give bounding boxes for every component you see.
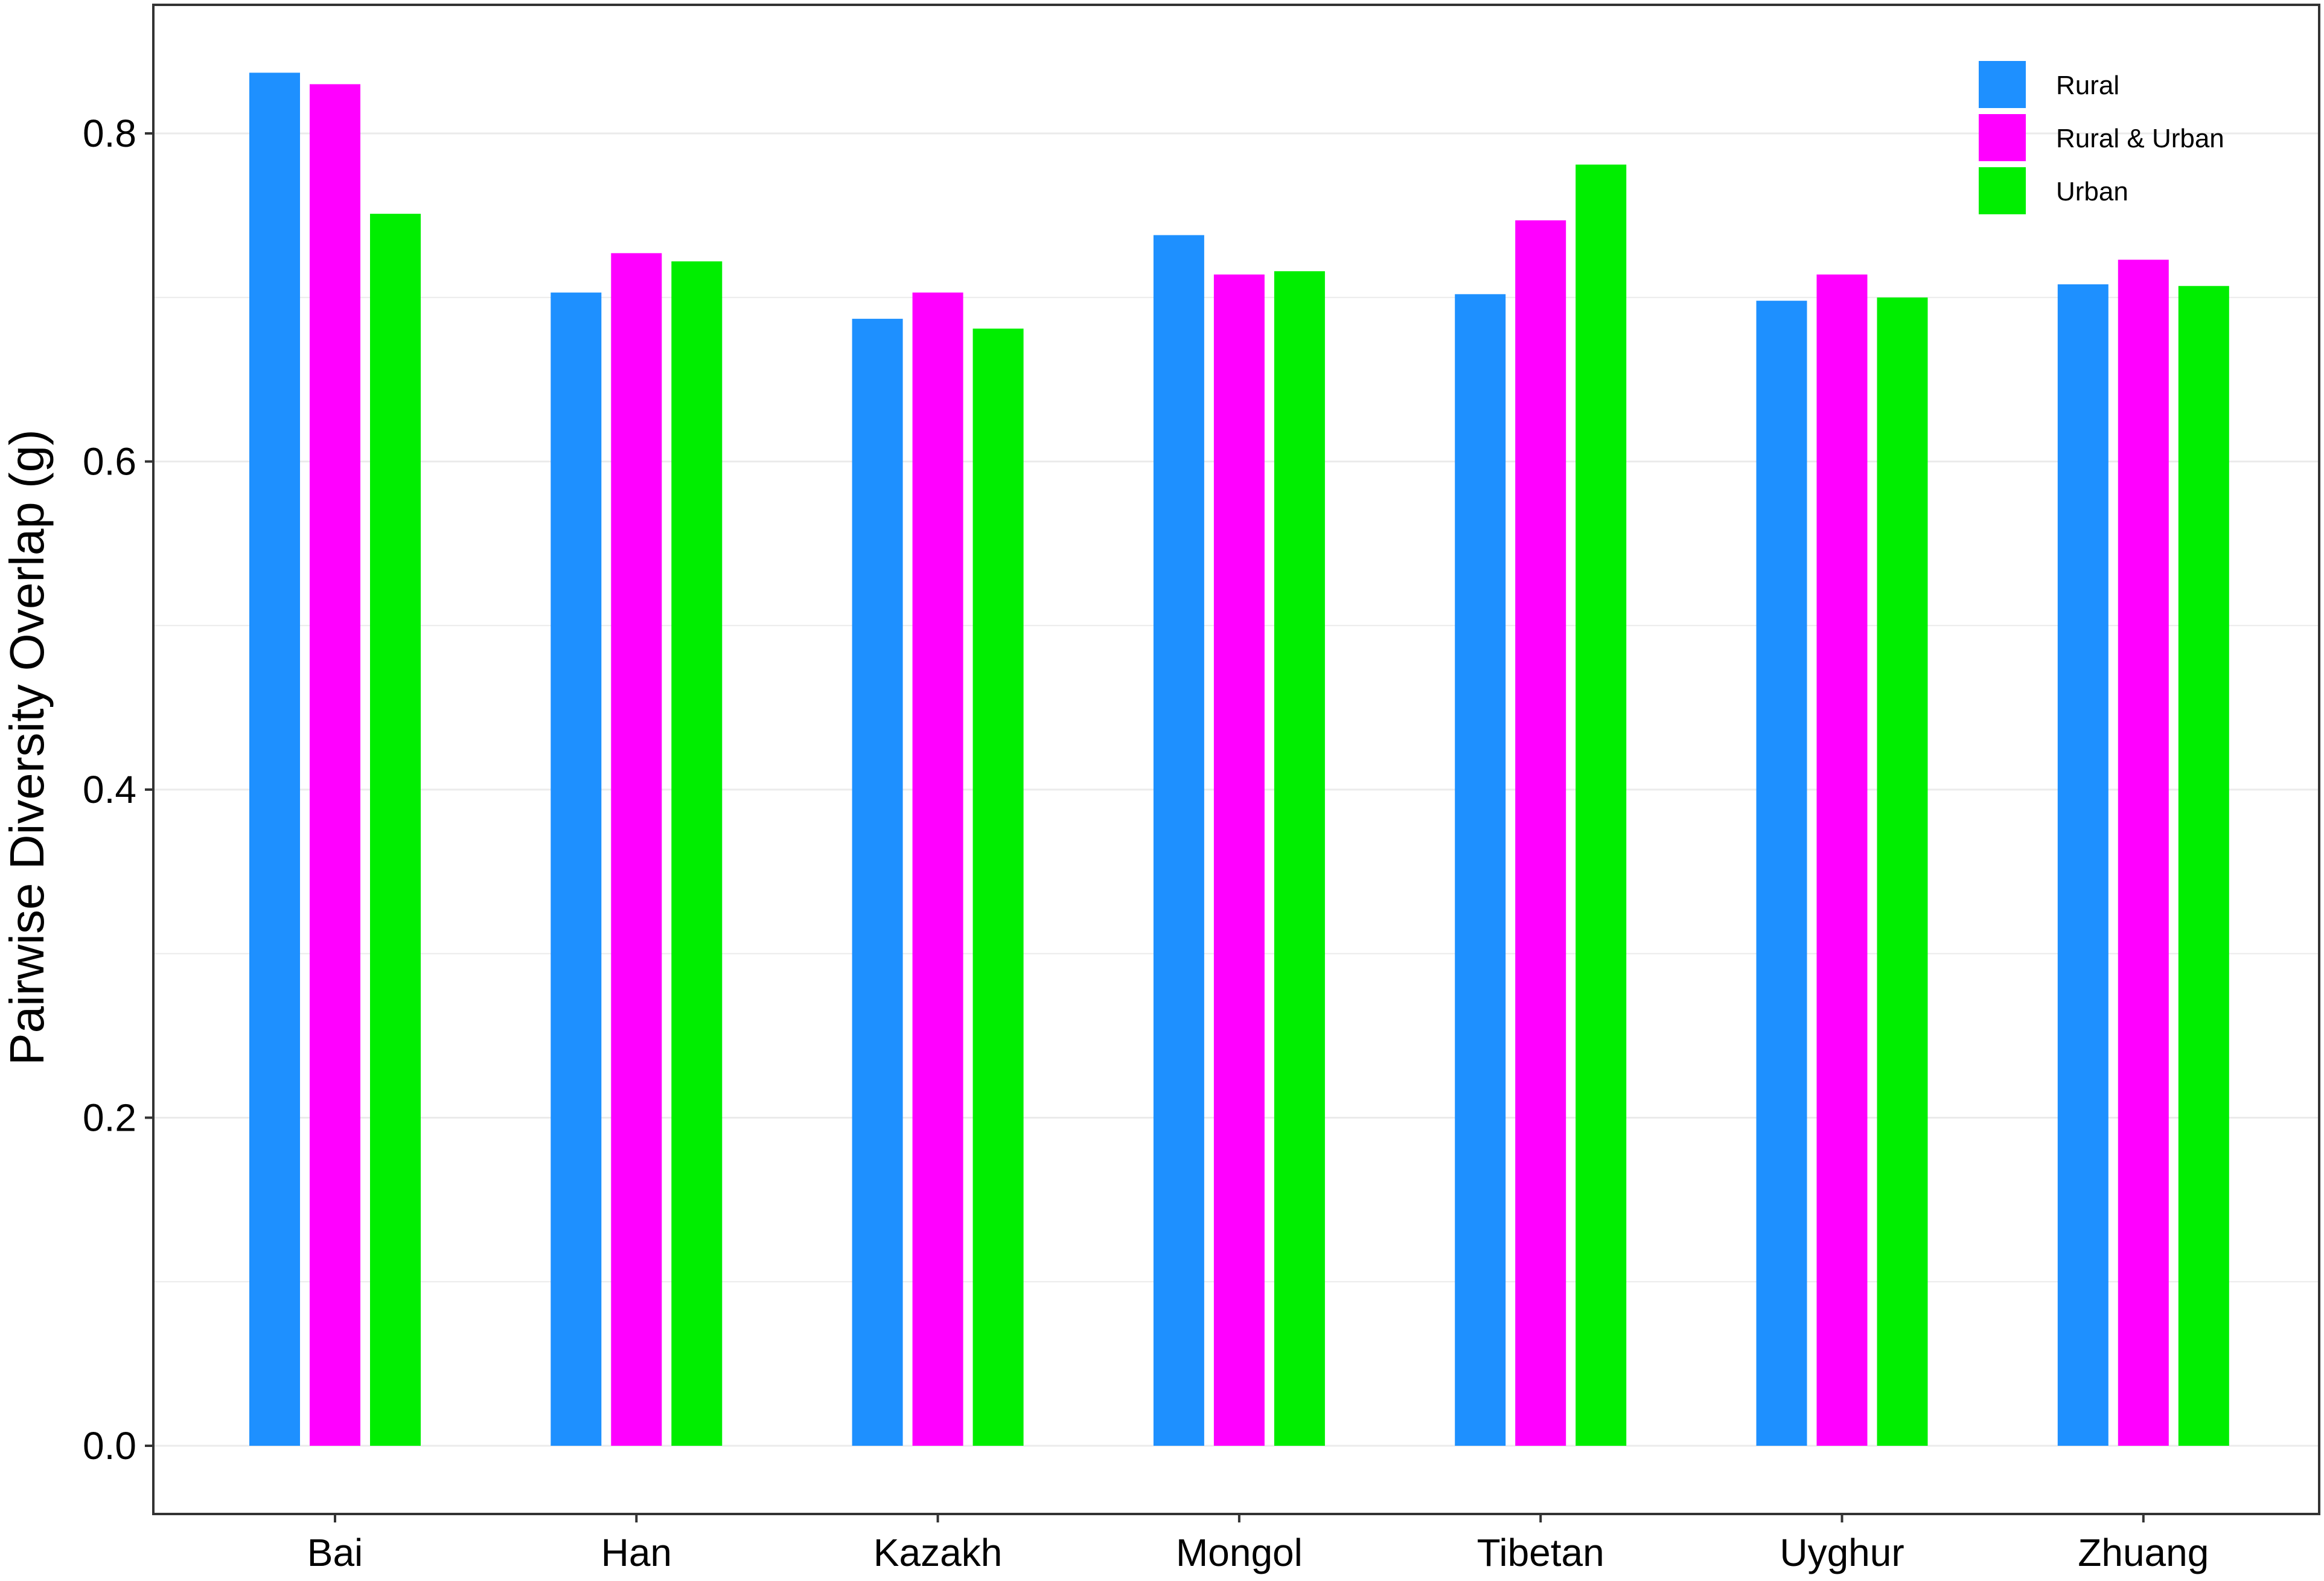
bar-uyghur-urban — [1877, 297, 1928, 1446]
bar-mongol-rural-urban — [1213, 274, 1265, 1446]
y-tick-label: 0.0 — [83, 1424, 136, 1468]
bar-zhuang-rural-urban — [2118, 260, 2169, 1446]
x-tick-label: Kazakh — [873, 1531, 1002, 1574]
x-axis: Bai Han Kazakh Mongol Tibetan Uyghur Zhuang — [307, 1514, 2209, 1574]
y-axis: 0.0 0.2 0.4 0.6 0.8 — [83, 112, 153, 1468]
bar-zhuang-urban — [2178, 286, 2229, 1446]
bar-han-urban — [671, 261, 723, 1446]
bar-bai-urban — [370, 214, 421, 1446]
legend-key — [1979, 114, 2026, 161]
x-tick-label: Uyghur — [1780, 1531, 1904, 1574]
bar-mongol-rural — [1153, 235, 1204, 1446]
bar-tibetan-rural-urban — [1515, 220, 1566, 1446]
bar-kazakh-urban — [972, 328, 1024, 1446]
x-tick-label: Mongol — [1176, 1531, 1303, 1574]
bar-han-rural-urban — [611, 253, 662, 1446]
bar-uyghur-rural-urban — [1816, 274, 1868, 1446]
legend-label: Urban — [2056, 177, 2128, 206]
y-tick-label: 0.6 — [83, 440, 136, 484]
x-tick-label: Bai — [307, 1531, 363, 1574]
legend-key — [1979, 167, 2026, 214]
x-tick-label: Zhuang — [2078, 1531, 2209, 1574]
y-tick-label: 0.4 — [83, 768, 136, 811]
bar-kazakh-rural — [852, 319, 903, 1446]
bars — [249, 72, 2229, 1446]
bar-han-rural — [551, 292, 602, 1446]
bar-bai-rural-urban — [310, 84, 360, 1446]
bar-tibetan-rural — [1455, 294, 1506, 1446]
bar-bai-rural — [249, 72, 300, 1446]
y-tick-label: 0.8 — [83, 112, 136, 155]
bar-tibetan-urban — [1575, 164, 1627, 1446]
bar-mongol-urban — [1274, 271, 1325, 1446]
y-tick-label: 0.2 — [83, 1096, 136, 1140]
bar-kazakh-rural-urban — [912, 292, 963, 1446]
y-axis-title: Pairwise Diversity Overlap (g) — [0, 429, 54, 1065]
legend-label: Rural & Urban — [2056, 124, 2224, 153]
x-tick-label: Han — [601, 1531, 672, 1574]
x-tick-label: Tibetan — [1477, 1531, 1604, 1574]
legend: Rural Rural & Urban Urban — [1979, 61, 2224, 214]
bar-zhuang-rural — [2057, 284, 2109, 1446]
plot-panel-border — [152, 4, 2320, 1515]
legend-label: Rural — [2056, 71, 2119, 100]
bar-uyghur-rural — [1756, 301, 1807, 1446]
legend-key — [1979, 61, 2026, 108]
